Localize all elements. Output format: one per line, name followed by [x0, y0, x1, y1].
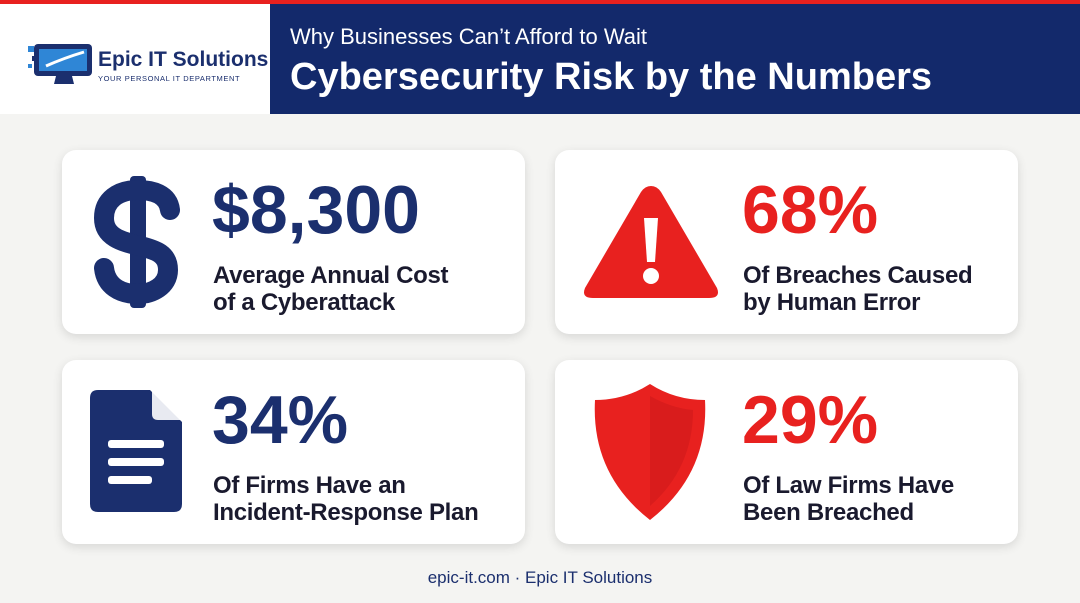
- dollar-icon: [93, 176, 180, 308]
- shield-icon: [594, 384, 706, 520]
- logo-tagline: YOUR PERSONAL IT DEPARTMENT: [98, 74, 241, 83]
- label-line: Average Annual Cost: [213, 262, 449, 289]
- logo-name: Epic IT Solutions: [98, 48, 269, 71]
- label-line: Of Breaches Caused: [743, 262, 973, 289]
- stat-label: Of Breaches Caused by Human Error: [743, 262, 973, 316]
- label-line: Been Breached: [743, 499, 914, 526]
- stat-card: 29% Of Law Firms Have Been Breached: [555, 360, 1018, 544]
- stat-value: $8,300: [212, 172, 420, 248]
- label-line: Incident-Response Plan: [213, 499, 479, 526]
- stat-label: Average Annual Cost of a Cyberattack: [213, 262, 449, 316]
- warning-icon: [584, 186, 718, 298]
- stat-label: Of Firms Have an Incident-Response Plan: [213, 472, 479, 526]
- logo: Epic IT Solutions YOUR PERSONAL IT DEPAR…: [0, 4, 270, 114]
- top-bar: [0, 0, 1080, 4]
- stat-value: 29%: [742, 382, 879, 458]
- logo-icon: [28, 44, 92, 84]
- label-line: by Human Error: [743, 289, 921, 316]
- footer: epic-it.com · Epic IT Solutions: [427, 568, 653, 587]
- stat-card: 68% Of Breaches Caused by Human Error: [555, 150, 1018, 334]
- subtitle: Why Businesses Can’t Afford to Wait: [290, 24, 648, 49]
- stat-card: $8,300 Average Annual Cost of a Cyberatta…: [62, 150, 525, 334]
- stat-card: 34% Of Firms Have an Incident-Response Pl…: [62, 360, 525, 544]
- label-line: of a Cyberattack: [213, 289, 395, 316]
- stat-value: 68%: [742, 172, 879, 248]
- title: Cybersecurity Risk by the Numbers: [290, 56, 933, 98]
- stat-value: 34%: [212, 382, 349, 458]
- header: Why Businesses Can’t Afford to Wait Cybe…: [270, 4, 1080, 114]
- label-line: Of Law Firms Have: [743, 472, 954, 499]
- document-icon: [90, 390, 182, 512]
- label-line: Of Firms Have an: [213, 472, 406, 499]
- stat-label: Of Law Firms Have Been Breached: [743, 472, 954, 526]
